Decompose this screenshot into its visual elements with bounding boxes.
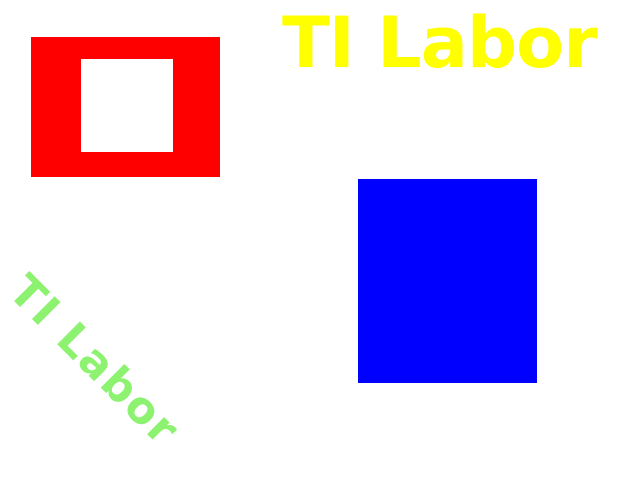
- yellow-title-text: TI Labor: [282, 2, 598, 84]
- blue-filled-rectangle: [358, 179, 537, 383]
- red-rectangle-inner-hole: [81, 59, 173, 152]
- green-rotated-text: TI Labor: [0, 265, 190, 456]
- red-hollow-rectangle: [31, 37, 220, 177]
